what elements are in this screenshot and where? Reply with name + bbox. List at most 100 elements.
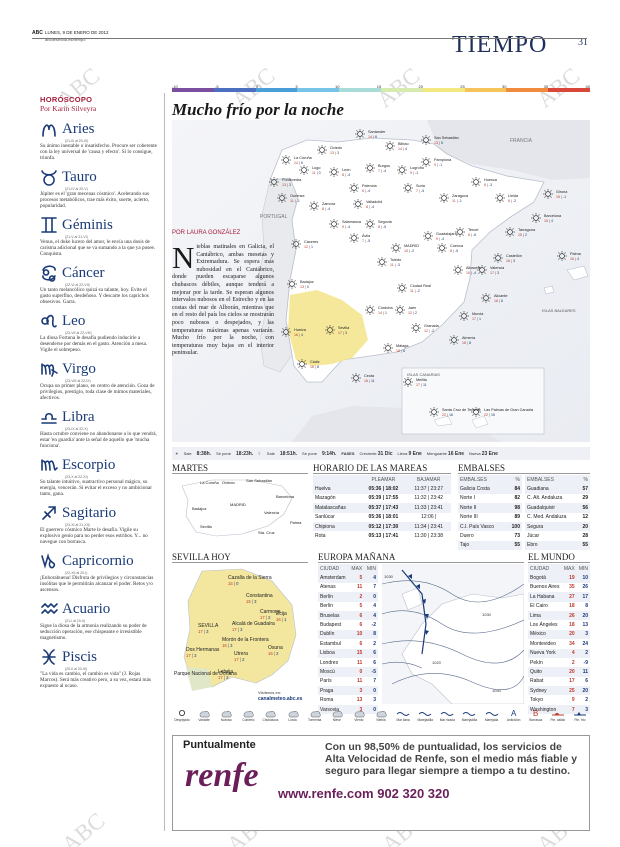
table-cell: 20 bbox=[561, 629, 577, 640]
city-temps: 15 | -1 bbox=[556, 195, 566, 199]
brand-label: ABC bbox=[32, 30, 43, 36]
libra-icon bbox=[41, 412, 57, 424]
sign-name: Escorpio bbox=[62, 456, 116, 473]
city-name: Pamplona bbox=[434, 158, 452, 162]
table-cell: Norte III bbox=[460, 514, 478, 521]
table-cell: 26 bbox=[561, 610, 577, 621]
gemini-icon bbox=[41, 217, 57, 233]
martes-city: Badajoz bbox=[192, 506, 206, 511]
table-cell: 6 bbox=[348, 610, 365, 621]
table-cell: Mazagón bbox=[315, 495, 336, 502]
city-name: Tarragona bbox=[518, 228, 536, 232]
table-cell: 13 bbox=[356, 697, 363, 704]
moonrise-time: 18:51h. bbox=[279, 450, 298, 457]
sun-icon bbox=[325, 325, 335, 335]
world-row: Quito 20 11 bbox=[528, 667, 590, 677]
sun-icon bbox=[329, 219, 339, 229]
europe-body: Amsterdam 5 4 Atenas 11 7 Berlín 2 0 Berlín 5 4 Brus… bbox=[318, 573, 378, 715]
sign-header: Aries bbox=[40, 119, 158, 139]
table-cell: Atenas bbox=[320, 584, 336, 591]
sun-icon bbox=[421, 157, 431, 167]
table-cell: Bogotá bbox=[528, 573, 562, 583]
world-table: CIUDAD MAX MIN Bogotá 19 10 Buenos Aires 35 2… bbox=[528, 564, 590, 715]
world-row: Tokyo 9 2 bbox=[528, 695, 590, 704]
sun-icon bbox=[317, 145, 327, 155]
europe-land bbox=[401, 593, 524, 704]
wind-icon bbox=[354, 711, 365, 718]
page-number: 31 bbox=[578, 37, 588, 48]
sign-header: Acuario bbox=[40, 599, 158, 619]
city-name: Oviedo bbox=[330, 146, 342, 150]
site-link[interactable]: abcdesevilla.es/tiempo bbox=[45, 37, 86, 42]
table-cell: 4 bbox=[561, 648, 577, 658]
table-cell: 11:32 | 23:42 bbox=[414, 495, 444, 502]
city-temps: 8 | -6 bbox=[468, 233, 476, 237]
reservoir-row: Norte I 82 bbox=[458, 494, 522, 503]
city-name: La Coruña bbox=[294, 156, 313, 160]
martes-city: Palma bbox=[290, 520, 302, 525]
city-temps: 18 | 6 bbox=[494, 299, 503, 303]
legend-label: Borrasca bbox=[529, 718, 543, 722]
sun-icon bbox=[505, 227, 515, 237]
ad-contact[interactable]: www.renfe.com 902 320 320 bbox=[278, 786, 450, 801]
sign-name: Sagitario bbox=[62, 504, 117, 521]
table-cell: 05:37 | 17:43 bbox=[360, 503, 407, 513]
table-cell: Londres bbox=[320, 659, 339, 666]
table-cell: 3 bbox=[348, 686, 365, 696]
reservoir-row: Norte II 98 bbox=[458, 503, 522, 513]
table-cell: Chipiona bbox=[313, 521, 361, 532]
sign-name: Capricornio bbox=[62, 552, 134, 569]
table-cell: Ebro bbox=[525, 540, 579, 551]
legend-label: Nieve bbox=[332, 718, 341, 722]
tide-row: Huelva 05:36 | 18:02 11:37 | 23:27 bbox=[313, 484, 451, 494]
legend-item: Mar llana bbox=[393, 708, 413, 722]
sun-icon bbox=[391, 243, 401, 253]
table-cell: 25 bbox=[561, 686, 577, 696]
visit-link[interactable]: canalmeteo.abc.es bbox=[258, 696, 303, 702]
forecast-headline: Mucho frío por la noche bbox=[172, 100, 344, 119]
sign-dates: (23-VII al 22-VIII) bbox=[65, 331, 92, 335]
cloud-icon bbox=[221, 711, 232, 718]
table-cell: 100 bbox=[506, 521, 522, 532]
cold-front-marks bbox=[408, 574, 429, 635]
sign-list: Aries (21-III al 20-IV) Su ánimo inestable… bbox=[40, 119, 158, 690]
city-name: Santander bbox=[368, 130, 386, 134]
table-cell: Bruselas bbox=[318, 610, 349, 621]
world-row: Pekín 2 -9 bbox=[528, 658, 590, 667]
phase-date: 31 Dic bbox=[377, 450, 393, 457]
city-temps: 22 | 16 bbox=[442, 413, 453, 417]
city-name: Lugo bbox=[312, 166, 320, 170]
lead-text: ieblas matinales en Galicia, el Cantábri… bbox=[172, 244, 274, 357]
horoscope-sign: Escorpio (23-X al 22-XI) Su talante intuit… bbox=[40, 455, 158, 498]
city-name: Bilbao bbox=[398, 142, 409, 146]
table-cell: 10 bbox=[576, 573, 590, 583]
sun-icon bbox=[365, 219, 375, 229]
table-cell: Tokyo bbox=[530, 697, 544, 704]
table-cell: Tajo bbox=[458, 540, 507, 551]
city-temps: 15 | 4 bbox=[544, 219, 553, 223]
tide-row: Sanlúcar 05:36 | 18:01 12:06 | bbox=[313, 513, 451, 522]
table-cell: Guadiana bbox=[525, 484, 579, 494]
snow-icon bbox=[332, 711, 343, 718]
sun-icon bbox=[355, 129, 365, 139]
europe-header-max: MAX bbox=[348, 564, 365, 574]
table-cell: -2 bbox=[371, 622, 376, 629]
martes-city-list: La Coruña Oviedo San Sebastián Barcelona Bad… bbox=[192, 478, 302, 535]
choppy-sea-icon bbox=[440, 712, 454, 716]
city-name: Barcelona bbox=[544, 214, 562, 218]
section-rule bbox=[458, 473, 590, 474]
renfe-advertisement[interactable]: Puntualmente renfe Con un 98,50% de punt… bbox=[172, 735, 590, 831]
ad-message: Con un 98,50% de puntualidad, los servic… bbox=[325, 741, 578, 777]
legend-item: Despejado bbox=[172, 708, 192, 722]
city-temps: 9 | -4 bbox=[342, 225, 350, 229]
